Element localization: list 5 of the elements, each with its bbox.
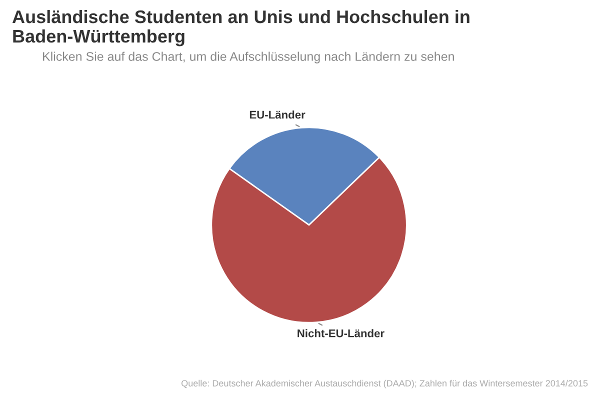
source-note: Quelle: Deutscher Akademischer Austauschdienst (DAAD); Zahlen für das Wintersemester 2014/2015 <box>182 380 588 388</box>
slice-label: EU-Länder <box>250 110 306 119</box>
chart-subtitle: Klicken Sie auf das Chart, um die Aufschlüsselung nach Ländern zu sehen <box>43 52 454 64</box>
slice-label: Nicht-EU-Länder <box>298 329 384 338</box>
chart-title: Ausländische Studenten an Unis und Hochschulen in Baden-Württemberg <box>12 10 470 46</box>
